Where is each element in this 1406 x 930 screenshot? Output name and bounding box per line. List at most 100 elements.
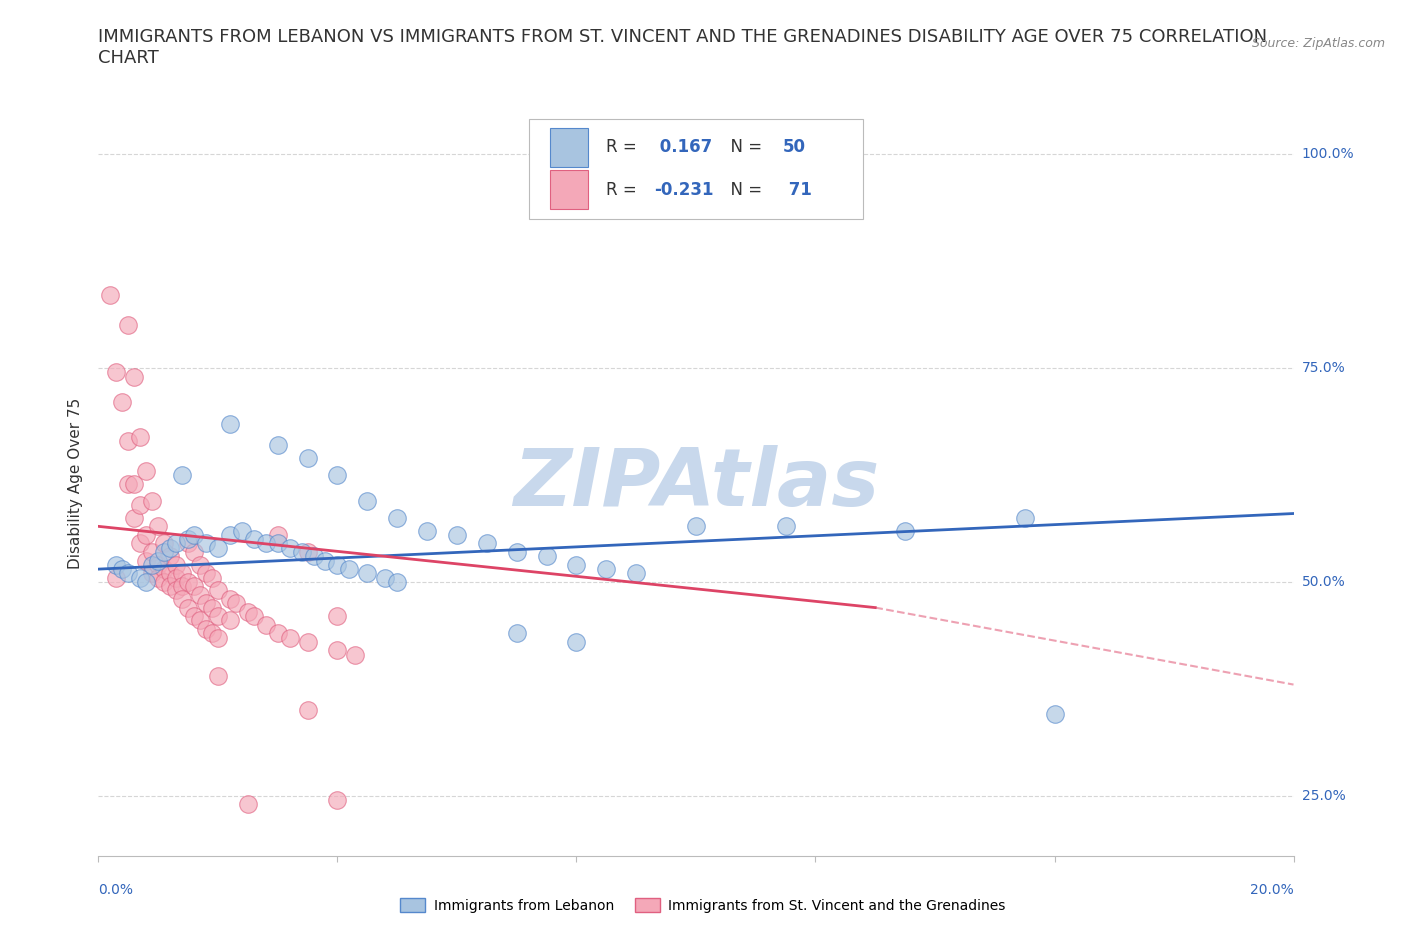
Text: R =: R = xyxy=(606,139,643,156)
Point xyxy=(135,527,157,542)
Text: 0.0%: 0.0% xyxy=(98,884,134,897)
Text: N =: N = xyxy=(720,180,768,199)
Point xyxy=(565,634,588,649)
Point xyxy=(326,557,349,572)
Point xyxy=(135,463,157,478)
Point xyxy=(506,545,529,560)
Point xyxy=(153,545,176,560)
Point xyxy=(267,527,290,542)
Point xyxy=(225,596,247,611)
Text: Source: ZipAtlas.com: Source: ZipAtlas.com xyxy=(1251,37,1385,50)
Point xyxy=(124,369,146,384)
Point xyxy=(207,609,229,624)
Point xyxy=(129,498,152,512)
Point xyxy=(159,578,181,593)
Point xyxy=(165,536,187,551)
Point xyxy=(243,609,266,624)
Point xyxy=(129,536,152,551)
Point xyxy=(278,540,301,555)
Point xyxy=(219,417,242,432)
Point xyxy=(326,643,349,658)
Text: 50.0%: 50.0% xyxy=(1302,575,1346,589)
Point xyxy=(105,557,128,572)
Point xyxy=(201,626,224,641)
Point xyxy=(159,540,181,555)
Point xyxy=(188,613,211,628)
Point xyxy=(188,557,211,572)
Point xyxy=(297,545,319,560)
Point xyxy=(326,792,349,807)
Point xyxy=(195,566,218,581)
Point xyxy=(183,545,205,560)
Point xyxy=(172,578,194,593)
Point xyxy=(416,524,439,538)
Point xyxy=(117,318,139,333)
Point xyxy=(1043,707,1066,722)
Point xyxy=(148,557,170,572)
Point xyxy=(297,703,319,718)
Point xyxy=(775,519,797,534)
Text: 25.0%: 25.0% xyxy=(1302,789,1346,803)
Point xyxy=(894,524,917,538)
Point xyxy=(356,493,378,508)
Point xyxy=(446,527,468,542)
Point xyxy=(1014,511,1036,525)
Point xyxy=(278,631,301,645)
Point xyxy=(159,566,181,581)
Point xyxy=(195,596,218,611)
Point xyxy=(207,540,229,555)
Point xyxy=(685,519,707,534)
Point xyxy=(291,545,314,560)
Point xyxy=(231,524,253,538)
Point xyxy=(315,553,337,568)
Point xyxy=(172,566,194,581)
Point xyxy=(326,468,349,483)
Point xyxy=(219,527,242,542)
Point xyxy=(153,536,176,551)
Text: 20.0%: 20.0% xyxy=(1250,884,1294,897)
Point xyxy=(172,591,194,606)
Point xyxy=(183,609,205,624)
Point xyxy=(385,511,409,525)
Point xyxy=(595,562,617,577)
Point xyxy=(236,604,259,619)
Point xyxy=(297,450,319,465)
Point xyxy=(177,575,200,590)
Point xyxy=(506,626,529,641)
Text: 50: 50 xyxy=(783,139,806,156)
Text: IMMIGRANTS FROM LEBANON VS IMMIGRANTS FROM ST. VINCENT AND THE GRENADINES DISABI: IMMIGRANTS FROM LEBANON VS IMMIGRANTS FR… xyxy=(98,28,1268,67)
Text: R =: R = xyxy=(606,180,643,199)
Point xyxy=(135,553,157,568)
Point xyxy=(129,570,152,585)
Point xyxy=(536,549,558,564)
Point xyxy=(219,591,242,606)
Point xyxy=(141,493,163,508)
Point xyxy=(117,433,139,448)
Point xyxy=(195,536,218,551)
Legend: Immigrants from Lebanon, Immigrants from St. Vincent and the Grenadines: Immigrants from Lebanon, Immigrants from… xyxy=(395,893,1011,919)
Point xyxy=(98,288,122,303)
Text: 71: 71 xyxy=(783,180,813,199)
Point xyxy=(172,468,194,483)
Point xyxy=(111,562,134,577)
Point xyxy=(148,519,170,534)
Text: ZIPAtlas: ZIPAtlas xyxy=(513,445,879,523)
Text: N =: N = xyxy=(720,139,768,156)
Text: -0.231: -0.231 xyxy=(654,180,714,199)
Text: 0.167: 0.167 xyxy=(654,139,713,156)
Point xyxy=(385,575,409,590)
Point xyxy=(267,438,290,453)
Point xyxy=(117,476,139,491)
Point xyxy=(339,562,361,577)
Point xyxy=(236,797,259,812)
Point xyxy=(344,647,367,662)
Y-axis label: Disability Age Over 75: Disability Age Over 75 xyxy=(67,398,83,569)
Point xyxy=(302,549,325,564)
Point xyxy=(201,570,224,585)
Point xyxy=(626,566,648,581)
Point xyxy=(129,429,152,444)
Point xyxy=(105,365,128,379)
Point xyxy=(183,578,205,593)
Point xyxy=(356,566,378,581)
Text: 75.0%: 75.0% xyxy=(1302,361,1346,375)
